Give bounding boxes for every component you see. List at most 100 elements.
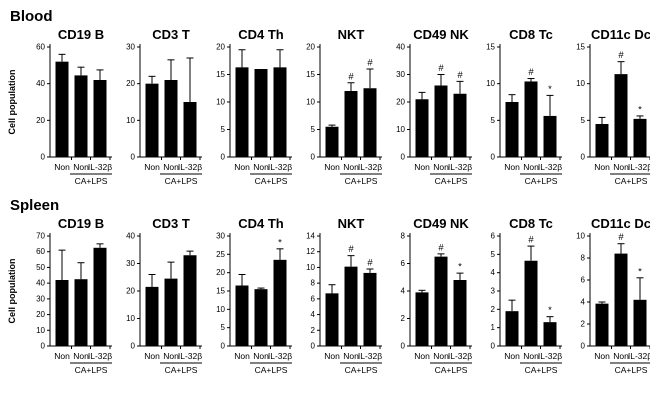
y-tick-label: 0 [401, 342, 406, 351]
chart-title: CD19 B [58, 216, 104, 231]
category-label: IL-32β [628, 162, 650, 172]
chart-title: CD49 NK [413, 27, 469, 42]
y-tick-label: 0 [581, 153, 586, 162]
y-tick-label: 0 [491, 153, 496, 162]
spleen-charts-row: CD19 B Cell population 0 10 20 30 40 50 60 70 Non N… [6, 216, 650, 382]
y-tick-label: 10 [126, 314, 135, 323]
significance-marker: * [548, 84, 552, 95]
spleen-section: Spleen CD19 B Cell population 0 10 20 30 40 50 6… [6, 197, 650, 382]
category-label: Non [504, 162, 520, 172]
y-tick-label: 20 [396, 98, 405, 107]
category-label: Non [324, 351, 340, 361]
bar [325, 126, 339, 157]
y-tick-label: 0 [311, 153, 316, 162]
blood-charts-row: CD19 B Cell population 0 20 40 60 Non Non IL-32β… [6, 27, 650, 193]
y-tick-label: 30 [126, 259, 135, 268]
y-tick-label: 0 [41, 342, 46, 351]
y-tick-label: 15 [576, 43, 585, 52]
y-tick-label: 12 [306, 247, 315, 256]
bar [235, 285, 249, 346]
chart-title: CD49 NK [413, 216, 469, 231]
bar [164, 278, 178, 346]
y-tick-label: 2 [401, 314, 406, 323]
category-label: Non [433, 351, 449, 361]
y-axis-label: Cell population [7, 259, 17, 324]
significance-marker: # [528, 235, 534, 246]
bar [453, 93, 467, 157]
y-tick-label: 8 [581, 254, 586, 263]
bracket-label: CA+LPS [255, 176, 288, 186]
blood-section: Blood CD19 B Cell population 0 20 40 60 Non Non… [6, 8, 650, 193]
y-tick-label: 8 [401, 232, 406, 241]
category-label: Non [73, 162, 89, 172]
y-tick-label: 4 [581, 298, 586, 307]
y-tick-label: 40 [36, 279, 45, 288]
category-label: IL-32β [268, 162, 292, 172]
bracket-label: CA+LPS [165, 176, 198, 186]
y-tick-label: 10 [576, 232, 585, 241]
bar [55, 61, 69, 157]
y-tick-label: 6 [401, 259, 406, 268]
category-label: Non [54, 162, 70, 172]
category-label: IL-32β [538, 351, 562, 361]
y-tick-label: 10 [306, 98, 315, 107]
chart-title: NKT [338, 27, 365, 42]
category-label: Non [523, 351, 539, 361]
y-tick-label: 5 [221, 125, 226, 134]
category-label: Non [234, 351, 250, 361]
bracket-label: CA+LPS [435, 365, 468, 375]
category-label: Non [433, 162, 449, 172]
y-tick-label: 60 [36, 247, 45, 256]
significance-marker: * [638, 104, 642, 115]
category-label: Non [523, 162, 539, 172]
bar [614, 253, 628, 346]
y-tick-label: 30 [396, 70, 405, 79]
bar [273, 67, 287, 157]
significance-marker: # [367, 58, 373, 69]
category-label: Non [414, 351, 430, 361]
category-label: Non [234, 162, 250, 172]
bar [145, 286, 159, 346]
category-label: Non [324, 162, 340, 172]
y-tick-label: 8 [311, 279, 316, 288]
bar [344, 91, 358, 157]
y-tick-label: 0 [131, 153, 136, 162]
y-tick-label: 5 [311, 125, 316, 134]
category-label: Non [163, 351, 179, 361]
significance-marker: # [348, 71, 354, 82]
category-label: Non [414, 162, 430, 172]
y-tick-label: 40 [36, 79, 45, 88]
y-tick-label: 5 [581, 116, 586, 125]
bar [434, 256, 448, 346]
y-tick-label: 0 [311, 342, 316, 351]
category-label: Non [343, 162, 359, 172]
significance-marker: # [618, 232, 624, 243]
bar [164, 80, 178, 157]
bar [55, 280, 69, 346]
bar [543, 115, 557, 157]
bar [74, 279, 88, 346]
y-tick-label: 20 [126, 79, 135, 88]
chart-title: CD19 B [58, 27, 104, 42]
y-tick-label: 0 [221, 153, 226, 162]
chart-title: NKT [338, 216, 365, 231]
y-tick-label: 2 [311, 326, 316, 335]
category-label: IL-32β [358, 162, 382, 172]
bracket-label: CA+LPS [345, 365, 378, 375]
bar [633, 299, 647, 346]
y-tick-label: 10 [216, 305, 225, 314]
bar [633, 118, 647, 157]
bracket-label: CA+LPS [435, 176, 468, 186]
y-tick-label: 15 [486, 43, 495, 52]
category-label: Non [253, 162, 269, 172]
chart-title: CD8 Tc [509, 216, 553, 231]
category-label: IL-32β [538, 162, 562, 172]
bracket-label: CA+LPS [615, 176, 648, 186]
y-tick-label: 10 [216, 98, 225, 107]
y-tick-label: 20 [306, 43, 315, 52]
category-label: Non [613, 162, 629, 172]
